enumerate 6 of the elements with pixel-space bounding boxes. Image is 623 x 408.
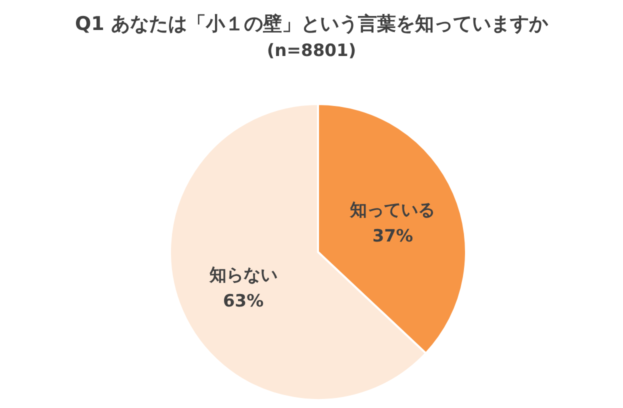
data-label: 37%: [372, 226, 414, 247]
chart-title: Q1 あなたは「小１の壁」という言葉を知っていますか: [75, 13, 549, 35]
slice-label: 知っている: [349, 200, 436, 221]
slice-label: 知らない: [208, 265, 278, 286]
data-label: 63%: [222, 291, 264, 312]
chart-subtitle: (n=8801): [266, 41, 356, 61]
